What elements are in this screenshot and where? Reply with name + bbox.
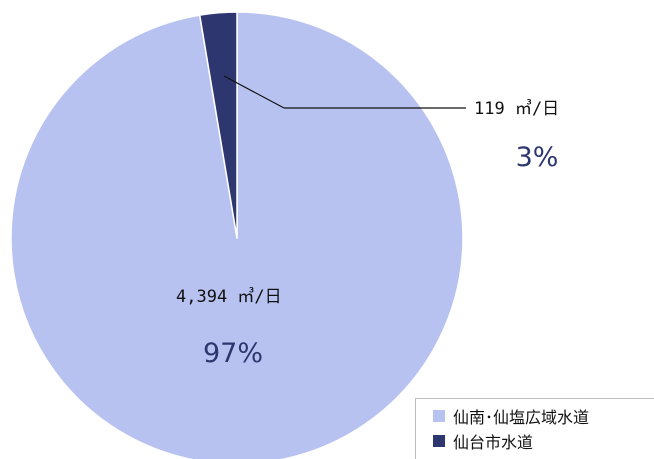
- data-label-percent-senen: 97%: [203, 338, 263, 369]
- pie-slices: [10, 11, 464, 459]
- legend-label-senen: 仙南･仙塩広域水道: [453, 408, 589, 427]
- pie-slice-senen-sen-en-wide-area: [10, 11, 464, 459]
- legend-label-sendai: 仙台市水道: [453, 433, 533, 452]
- legend-swatch-sendai: [433, 435, 445, 447]
- legend: 仙南･仙塩広域水道 仙台市水道: [415, 398, 654, 459]
- data-label-volume-sendai: 119 ㎥/日: [474, 99, 559, 119]
- legend-box: [415, 398, 654, 459]
- data-label-percent-sendai: 3%: [516, 142, 559, 173]
- data-label-volume-senen: 4,394 ㎥/日: [176, 287, 282, 307]
- pie-slice-sendai-city: [198, 11, 238, 239]
- leader-line-segment-1: [223, 75, 285, 109]
- legend-swatch-senen: [433, 410, 445, 422]
